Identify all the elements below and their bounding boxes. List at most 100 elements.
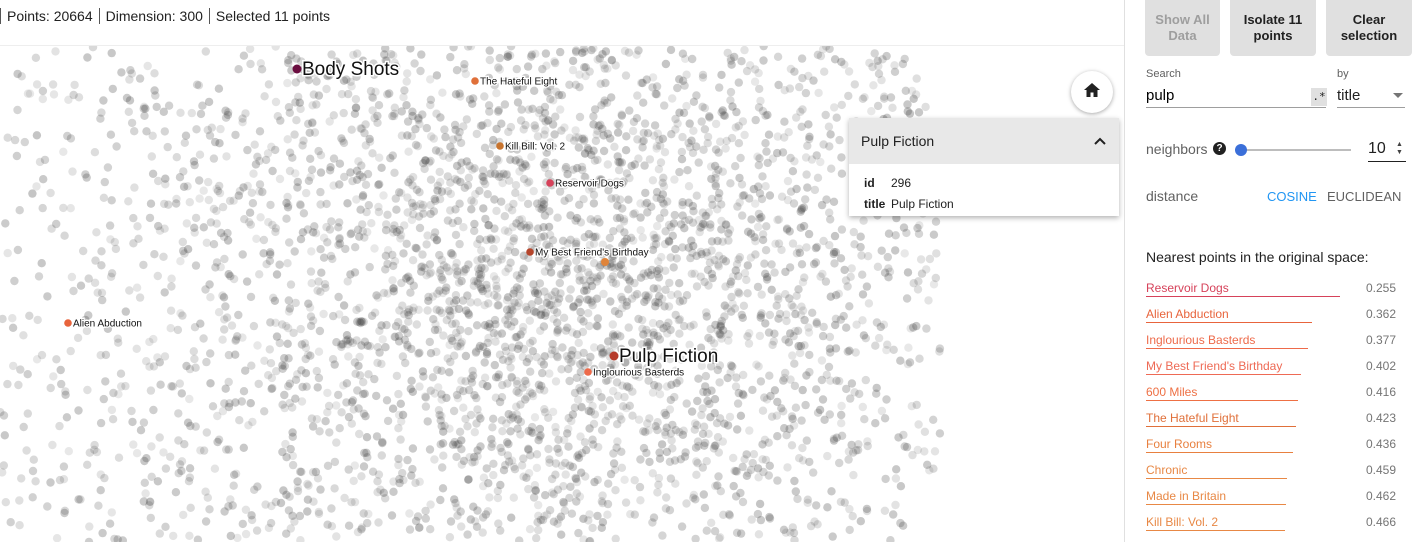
data-point	[614, 165, 624, 175]
data-point	[177, 457, 187, 466]
projection-plot[interactable]: Body Shots The Hateful Eight Kill Bill: Vo…	[0, 46, 1124, 542]
regex-toggle[interactable]: .*	[1311, 88, 1327, 106]
data-point	[358, 56, 368, 65]
data-point	[355, 429, 364, 439]
data-point	[358, 220, 367, 229]
selected-point[interactable]	[64, 319, 72, 327]
data-point	[474, 344, 484, 353]
data-point	[745, 61, 755, 70]
data-point	[718, 106, 727, 115]
data-point	[798, 278, 808, 287]
nearest-point-row[interactable]: Alien Abduction 0.362	[1146, 304, 1396, 330]
data-point	[558, 236, 568, 245]
distance-euclidean-button[interactable]: EUCLIDEAN	[1327, 189, 1402, 204]
data-point	[495, 65, 505, 74]
data-point	[211, 137, 220, 147]
data-point	[610, 263, 619, 273]
nearest-point-name[interactable]: Kill Bill: Vol. 2	[1146, 515, 1219, 529]
distance-cosine-button[interactable]: COSINE	[1267, 189, 1317, 204]
nearest-point-name[interactable]: My Best Friend's Birthday	[1146, 359, 1283, 373]
data-point	[292, 116, 301, 125]
neighbors-spinner-icon[interactable]: ▲ ▼	[1396, 141, 1403, 156]
isolate-points-button[interactable]: Isolate 11 points	[1230, 0, 1316, 56]
data-point	[550, 295, 559, 304]
nearest-point-name[interactable]: Chronic	[1146, 463, 1188, 477]
nearest-point-row[interactable]: Chronic 0.459	[1146, 460, 1396, 486]
data-point	[0, 408, 5, 417]
clear-selection-button[interactable]: Clear selection	[1326, 0, 1412, 56]
nearest-point-name[interactable]: Reservoir Dogs	[1146, 281, 1229, 295]
search-by-select[interactable]: title	[1337, 84, 1405, 108]
selected-point[interactable]	[609, 351, 619, 361]
data-point	[35, 157, 45, 167]
nearest-point-row[interactable]: 600 Miles 0.416	[1146, 382, 1396, 408]
data-point	[659, 352, 669, 361]
data-point	[556, 289, 565, 298]
data-point	[885, 267, 895, 276]
data-point	[764, 328, 774, 337]
nearest-point-row[interactable]: The Hateful Eight 0.423	[1146, 408, 1396, 434]
data-point	[630, 278, 639, 288]
point-info-header[interactable]: Pulp Fiction	[849, 118, 1119, 164]
nearest-point-row[interactable]: Reservoir Dogs 0.255	[1146, 278, 1396, 304]
data-point	[103, 163, 113, 172]
data-point	[699, 422, 709, 431]
nearest-point-name[interactable]: Alien Abduction	[1146, 307, 1229, 321]
data-point	[831, 291, 841, 300]
selected-point[interactable]	[601, 258, 609, 266]
data-point	[585, 537, 594, 542]
show-all-data-button[interactable]: Show All Data	[1145, 0, 1220, 56]
nearest-point-row[interactable]: My Best Friend's Birthday 0.402	[1146, 356, 1396, 382]
data-point	[643, 329, 653, 338]
nearest-point-row[interactable]: Kill Bill: Vol. 2 0.466	[1146, 512, 1396, 538]
data-point	[770, 386, 780, 395]
data-point	[688, 248, 697, 257]
selected-point[interactable]	[546, 179, 554, 187]
data-point	[399, 475, 408, 485]
selected-point[interactable]	[584, 368, 592, 376]
data-point	[183, 418, 193, 427]
data-point	[653, 361, 662, 370]
data-point	[483, 118, 492, 128]
data-point	[575, 200, 584, 209]
selected-point[interactable]	[496, 142, 504, 150]
nearest-point-name[interactable]: The Hateful Eight	[1146, 411, 1239, 425]
data-point	[81, 170, 90, 179]
data-point	[533, 289, 543, 298]
data-point	[625, 401, 634, 410]
nearest-point-row[interactable]: Four Rooms 0.436	[1146, 434, 1396, 460]
nearest-point-name[interactable]: 600 Miles	[1146, 385, 1198, 399]
neighbors-slider-track[interactable]	[1241, 149, 1351, 151]
data-point	[615, 158, 625, 167]
nearest-point-name[interactable]: Made in Britain	[1146, 489, 1227, 503]
data-point	[105, 221, 115, 230]
reset-view-button[interactable]	[1071, 71, 1113, 113]
data-point	[256, 213, 265, 222]
neighbors-slider-thumb[interactable]	[1235, 144, 1247, 156]
data-point	[363, 169, 373, 179]
nearest-point-name[interactable]: Inglourious Basterds	[1146, 333, 1256, 347]
chevron-up-icon[interactable]	[1093, 133, 1107, 149]
data-point	[238, 519, 247, 529]
data-point	[432, 236, 441, 245]
data-point	[383, 289, 392, 298]
data-point	[657, 440, 667, 449]
data-point	[476, 442, 485, 451]
selected-point[interactable]	[292, 64, 302, 74]
nearest-point-bar	[1146, 530, 1285, 531]
help-icon[interactable]: ?	[1213, 142, 1226, 155]
nearest-point-row[interactable]: Inglourious Basterds 0.377	[1146, 330, 1396, 356]
selected-point[interactable]	[526, 248, 534, 256]
data-point	[773, 132, 782, 141]
data-point	[700, 441, 709, 450]
data-point	[650, 121, 660, 130]
selected-point[interactable]	[471, 77, 479, 85]
nearest-point-name[interactable]: Four Rooms	[1146, 437, 1213, 451]
data-point	[792, 184, 801, 194]
data-point	[524, 221, 534, 230]
data-point	[389, 224, 398, 234]
nearest-point-row[interactable]: Made in Britain 0.462	[1146, 486, 1396, 512]
neighbors-input[interactable]: 10	[1368, 140, 1406, 162]
search-input[interactable]	[1146, 84, 1326, 108]
